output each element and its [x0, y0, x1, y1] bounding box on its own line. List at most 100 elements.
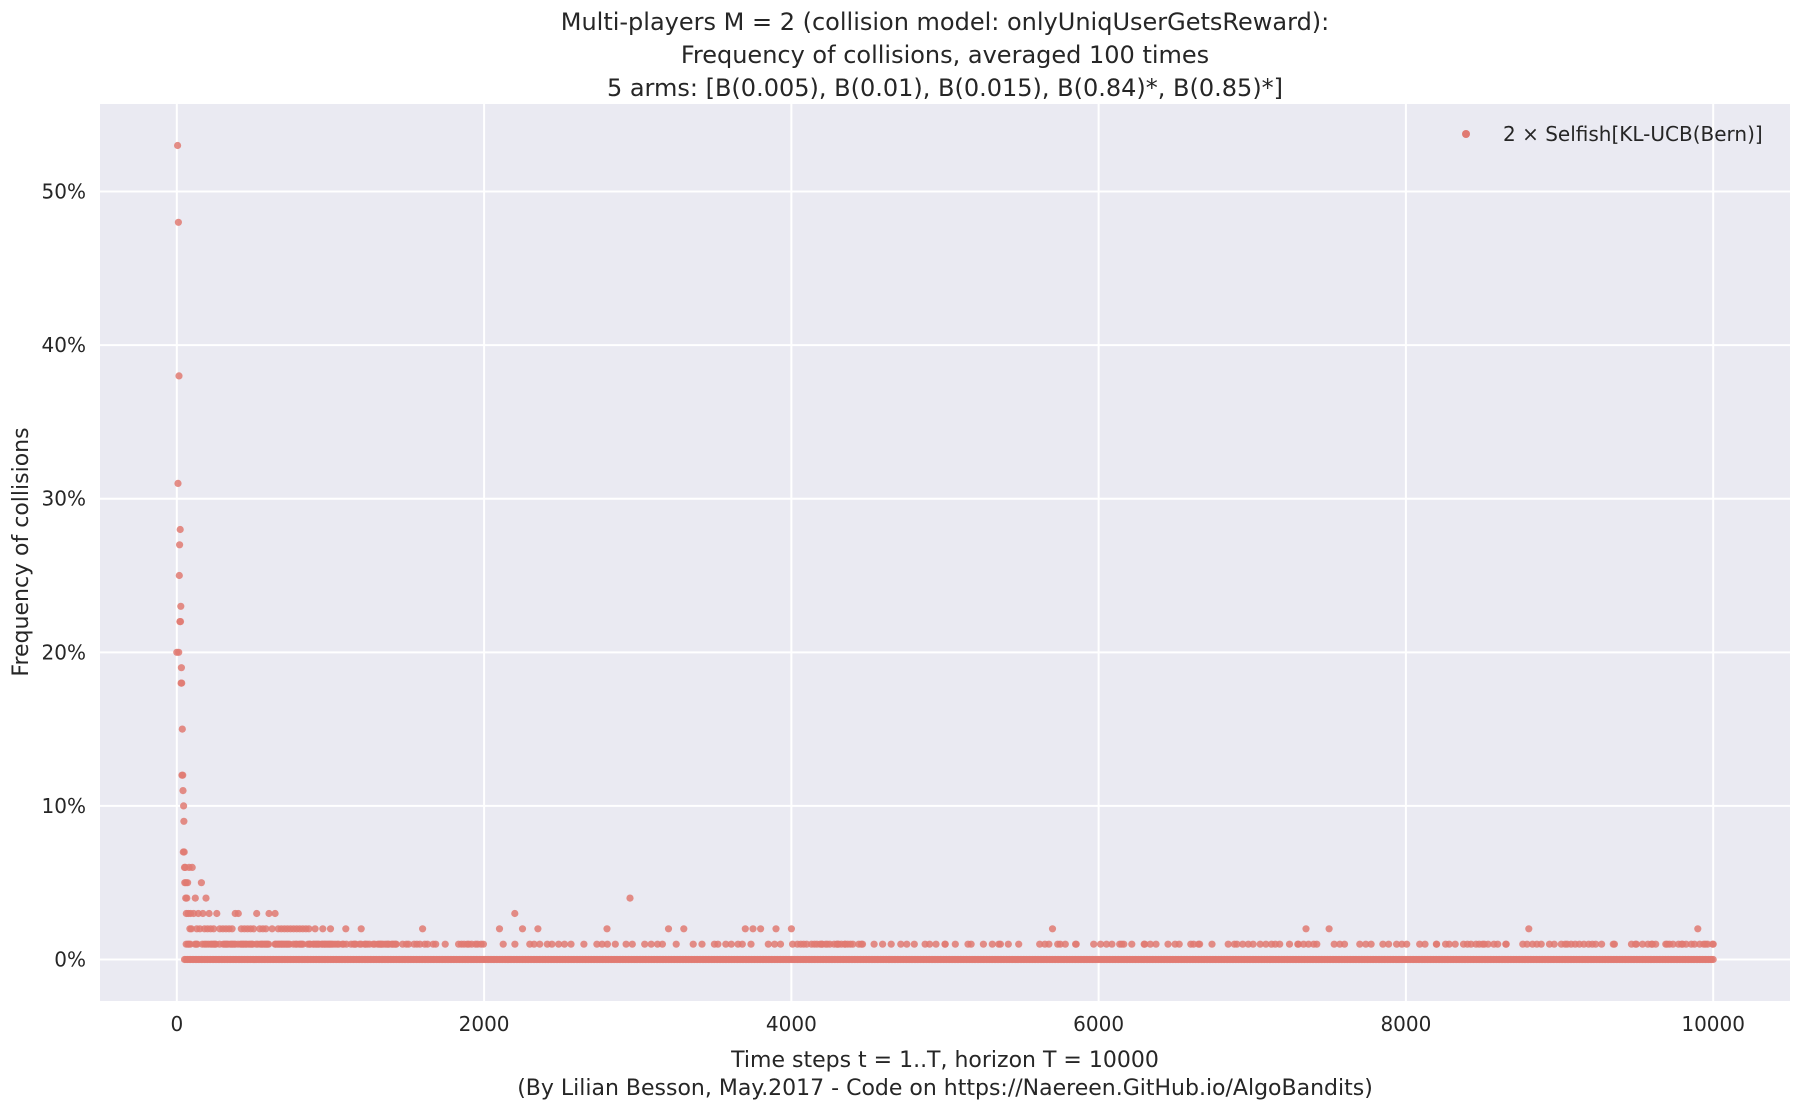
- data-point: [757, 925, 765, 933]
- legend-marker: [1462, 130, 1470, 138]
- data-point: [1056, 940, 1064, 948]
- data-point: [202, 894, 210, 902]
- data-point: [664, 925, 673, 933]
- data-point: [1690, 940, 1699, 948]
- data-point: [1097, 940, 1105, 948]
- data-point: [1330, 940, 1338, 948]
- data-point: [326, 925, 335, 933]
- data-point: [1310, 940, 1318, 948]
- data-point: [603, 940, 612, 948]
- caption: (By Lilian Besson, May.2017 - Code on ht…: [517, 1076, 1373, 1101]
- data-point: [1108, 940, 1116, 948]
- data-point: [441, 940, 449, 948]
- data-point: [432, 940, 440, 948]
- data-point: [593, 940, 601, 948]
- data-point: [964, 940, 972, 948]
- data-point: [404, 940, 413, 948]
- data-point: [622, 940, 630, 948]
- x-axis-ticks: 0 2000 4000 6000 8000 10000: [170, 1012, 1745, 1036]
- data-point: [626, 894, 634, 902]
- data-point: [1118, 940, 1126, 948]
- data-point: [826, 940, 834, 948]
- data-point: [1208, 940, 1216, 948]
- data-point: [299, 940, 307, 948]
- data-point: [268, 925, 276, 933]
- data-point: [1694, 925, 1702, 933]
- data-point: [1302, 925, 1310, 933]
- data-point: [787, 925, 796, 933]
- data-point: [1598, 940, 1606, 948]
- data-point: [188, 863, 196, 872]
- data-point: [518, 925, 527, 933]
- y-tick-label: 30%: [42, 487, 86, 511]
- data-point: [1146, 940, 1154, 948]
- data-point: [1325, 925, 1333, 933]
- data-point: [177, 664, 185, 672]
- data-point: [771, 940, 779, 948]
- data-point: [1537, 940, 1545, 948]
- data-point: [253, 909, 261, 918]
- data-point: [689, 940, 697, 948]
- data-point: [879, 940, 887, 948]
- data-point: [841, 940, 849, 948]
- data-point: [534, 925, 542, 933]
- data-point: [511, 909, 519, 918]
- y-tick-label: 50%: [42, 180, 86, 204]
- data-point: [1072, 940, 1080, 948]
- data-point: [1451, 940, 1459, 948]
- data-point: [810, 940, 819, 948]
- y-tick-label: 20%: [42, 640, 86, 664]
- data-point: [764, 940, 772, 948]
- legend-label: 2 × Selfish[KL-UCB(Bern)]: [1503, 122, 1763, 146]
- data-point: [1648, 940, 1656, 948]
- data-point: [1048, 925, 1057, 933]
- data-point: [672, 940, 680, 948]
- data-point: [951, 940, 959, 948]
- data-point: [1445, 940, 1453, 948]
- data-point: [1004, 940, 1012, 948]
- data-point: [560, 940, 569, 948]
- data-point: [979, 940, 988, 948]
- data-point: [479, 940, 487, 948]
- data-point: [1367, 940, 1375, 948]
- data-point: [1164, 940, 1172, 948]
- data-point: [210, 925, 218, 933]
- data-point: [1669, 940, 1677, 948]
- data-point: [1239, 940, 1247, 948]
- x-tick-label: 2000: [459, 1012, 510, 1036]
- data-point: [567, 940, 575, 948]
- data-point: [747, 940, 755, 948]
- data-point: [234, 909, 242, 918]
- data-point: [530, 940, 538, 948]
- data-point: [887, 940, 895, 948]
- y-axis-ticks: 0% 10% 20% 30% 40% 50%: [42, 180, 86, 972]
- data-point: [580, 940, 588, 948]
- data-point: [1362, 940, 1370, 948]
- y-tick-label: 40%: [42, 333, 86, 357]
- data-point: [1494, 940, 1502, 948]
- data-point: [1152, 940, 1160, 948]
- data-point: [176, 541, 184, 549]
- data-point: [941, 940, 949, 948]
- data-point: [749, 925, 757, 933]
- data-point: [228, 925, 236, 933]
- data-point: [738, 940, 746, 948]
- data-point: [265, 909, 273, 918]
- data-point: [1285, 940, 1294, 948]
- data-point: [714, 940, 722, 948]
- legend: 2 × Selfish[KL-UCB(Bern)]: [1462, 122, 1763, 146]
- data-point: [1403, 940, 1411, 948]
- data-point: [1385, 940, 1393, 948]
- data-point: [175, 571, 183, 580]
- data-point: [1141, 940, 1149, 948]
- data-point: [1638, 940, 1647, 948]
- data-point: [175, 372, 183, 380]
- data-point: [499, 940, 507, 948]
- x-tick-label: 8000: [1380, 1012, 1431, 1036]
- data-point: [197, 879, 205, 887]
- data-point: [305, 925, 313, 933]
- data-point: [191, 894, 199, 902]
- x-tick-label: 10000: [1681, 1012, 1745, 1036]
- data-point: [1187, 940, 1195, 948]
